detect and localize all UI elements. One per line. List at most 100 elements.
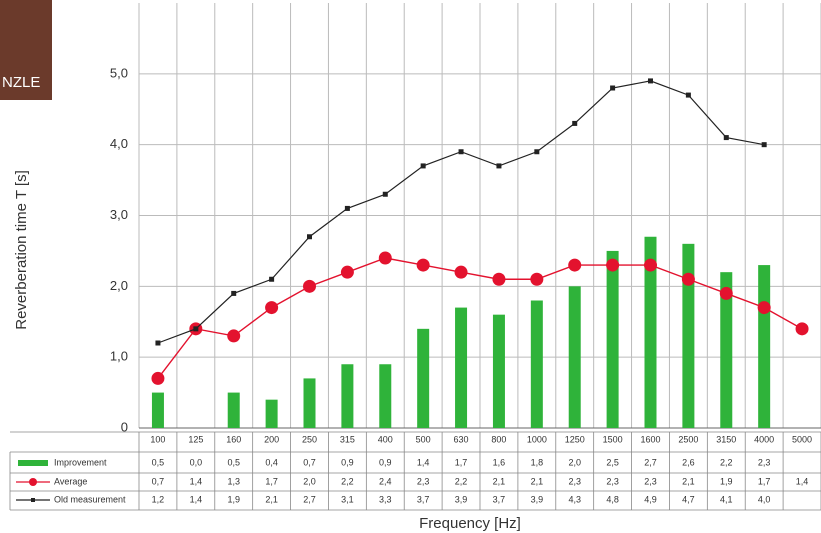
point [610, 85, 616, 91]
table-value: 0,5 [227, 457, 240, 467]
x-tick-label: 200 [264, 434, 279, 444]
x-tick-label: 160 [226, 434, 241, 444]
table-value: 0,7 [303, 457, 316, 467]
logo-text: NZLE [2, 74, 40, 91]
table-value: 3,7 [493, 494, 506, 504]
x-tick-label: 250 [302, 434, 317, 444]
table-value: 2,5 [606, 457, 619, 467]
table-value: 3,1 [341, 494, 354, 504]
y-tick-label: 4,0 [110, 136, 128, 151]
table-value: 2,0 [568, 457, 581, 467]
table-value: 3,7 [417, 494, 430, 504]
logo [0, 0, 52, 100]
table-value: 2,0 [303, 476, 316, 486]
point [265, 301, 279, 315]
table-value: 2,1 [531, 476, 544, 486]
table-value: 1,4 [417, 457, 430, 467]
bar [341, 364, 354, 428]
legend-marker [31, 498, 35, 502]
table-value: 1,7 [455, 457, 468, 467]
table-value: 4,8 [606, 494, 619, 504]
x-tick-label: 400 [378, 434, 393, 444]
legend-label: Improvement [54, 457, 107, 467]
bar [151, 392, 164, 428]
table-value: 2,3 [568, 476, 581, 486]
point [681, 272, 695, 286]
y-tick-label: 5,0 [110, 65, 128, 80]
point [568, 258, 582, 272]
table-value: 2,1 [265, 494, 278, 504]
bar [379, 364, 392, 428]
table-value: 3,9 [531, 494, 544, 504]
point [458, 149, 464, 155]
table-value: 2,7 [303, 494, 316, 504]
table-value: 0,5 [152, 457, 165, 467]
bar [303, 378, 316, 428]
y-tick-label: 0 [121, 419, 128, 434]
x-tick-label: 1000 [527, 434, 547, 444]
point [382, 191, 388, 197]
point [151, 371, 165, 385]
table-value: 0,4 [265, 457, 278, 467]
point [303, 279, 316, 293]
table-value: 4,1 [720, 494, 733, 504]
y-tick-label: 1,0 [110, 349, 128, 364]
x-tick-label: 800 [491, 434, 506, 444]
table-value: 0,0 [190, 457, 203, 467]
point [719, 286, 733, 300]
bar [530, 300, 543, 428]
point [344, 205, 350, 211]
table-value: 1,6 [493, 457, 506, 467]
point [155, 340, 161, 346]
point [340, 265, 354, 279]
x-tick-label: 315 [340, 434, 355, 444]
x-tick-label: 500 [416, 434, 431, 444]
bar [265, 399, 278, 428]
x-tick-label: 1500 [603, 434, 623, 444]
point [761, 142, 767, 148]
bar [227, 392, 240, 428]
table-value: 0,9 [341, 457, 354, 467]
bar [606, 250, 619, 428]
bar [455, 307, 468, 428]
point [572, 120, 578, 126]
point [795, 322, 809, 336]
y-tick-label: 3,0 [110, 207, 128, 222]
point [534, 149, 540, 155]
series-line [157, 257, 803, 379]
y-tick-label: 2,0 [110, 278, 128, 293]
table-value: 1,4 [796, 476, 809, 486]
table-value: 2,2 [720, 457, 733, 467]
point [269, 276, 275, 282]
table-value: 1,2 [152, 494, 165, 504]
table-value: 1,4 [190, 494, 203, 504]
table-value: 2,3 [606, 476, 619, 486]
point [644, 258, 657, 272]
x-tick-label: 5000 [792, 434, 812, 444]
table-value: 0,7 [152, 476, 165, 486]
legend-label: Old measurement [54, 494, 126, 504]
legend-marker [29, 478, 37, 486]
table-value: 1,3 [227, 476, 240, 486]
x-tick-label: 2500 [678, 434, 698, 444]
point [530, 272, 544, 286]
bar [758, 265, 771, 428]
table-value: 2,3 [758, 457, 771, 467]
bar [492, 314, 505, 428]
point [454, 265, 468, 279]
x-tick-label: 1250 [565, 434, 585, 444]
legend-swatch [18, 460, 48, 466]
bar [417, 328, 430, 428]
x-tick-label: 100 [150, 434, 165, 444]
point [757, 301, 771, 315]
point [496, 163, 502, 169]
table-value: 1,4 [190, 476, 203, 486]
table-value: 4,9 [644, 494, 657, 504]
x-tick-label: 1600 [640, 434, 660, 444]
series-line [157, 80, 765, 344]
table-value: 1,8 [531, 457, 544, 467]
point [420, 163, 426, 169]
table-value: 4,7 [682, 494, 695, 504]
bar [568, 286, 581, 428]
